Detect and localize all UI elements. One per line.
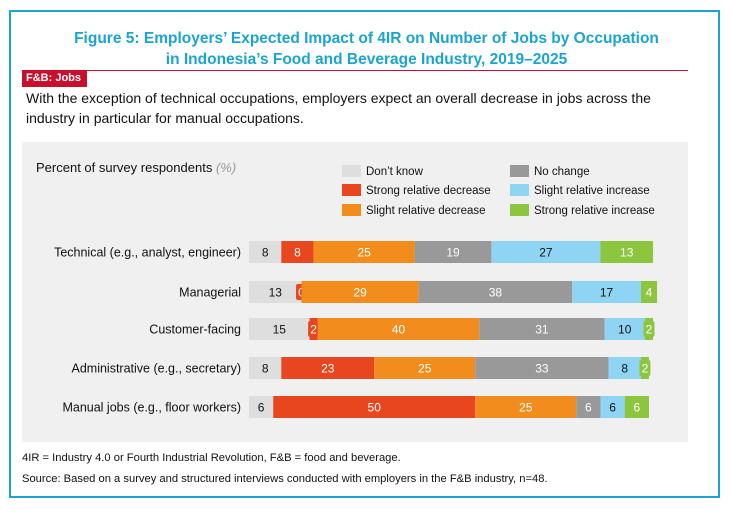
data-label-box — [308, 321, 320, 337]
category-label-administrative-e-g-secretary: Administrative (e.g., secretary) — [72, 362, 242, 376]
data-label-manual-jobs-e-g-floor-workers-strong-relative-decrease: 50 — [368, 401, 382, 415]
data-label-customer-facing-strong-relative-decrease: 2 — [310, 323, 317, 337]
bar-segment-technical-e-g-analyst-engineer-dont-know — [249, 241, 282, 263]
legend-item-no-change: No change — [510, 165, 590, 179]
data-label-administrative-e-g-secretary-no-change: 33 — [535, 362, 549, 376]
legend-swatch — [342, 204, 361, 216]
bar-segment-managerial-slight-relative-decrease — [301, 281, 419, 303]
data-label-customer-facing-strong-relative-increase: 2 — [646, 323, 653, 337]
data-label-technical-e-g-analyst-engineer-strong-relative-increase: 13 — [620, 246, 634, 260]
bar-segment-administrative-e-g-secretary-dont-know — [249, 357, 282, 379]
data-label-box — [643, 321, 655, 337]
bar-segment-administrative-e-g-secretary-slight-relative-increase — [608, 357, 641, 379]
data-label-managerial-no-change: 38 — [489, 286, 503, 300]
legend-label: Strong relative decrease — [366, 185, 491, 197]
data-label-administrative-e-g-secretary-strong-relative-increase: 2 — [642, 362, 649, 376]
figure-title-line-1: Figure 5: Employers’ Expected Impact of … — [74, 30, 659, 47]
data-label-manual-jobs-e-g-floor-workers-strong-relative-increase: 6 — [633, 401, 640, 415]
legend-label: Strong relative increase — [534, 205, 655, 217]
bar-segment-manual-jobs-e-g-floor-workers-slight-relative-increase — [600, 396, 625, 418]
axis-label-text: Percent of survey respondents — [36, 160, 213, 175]
legend-item-dont-know: Don’t know — [342, 165, 423, 179]
bar-segment-technical-e-g-analyst-engineer-strong-relative-decrease — [281, 241, 314, 263]
bar-segment-managerial-slight-relative-increase — [572, 281, 641, 303]
category-label-manual-jobs-e-g-floor-workers: Manual jobs (e.g., floor workers) — [62, 401, 241, 415]
data-label-managerial-slight-relative-increase: 17 — [600, 286, 614, 300]
data-label-manual-jobs-e-g-floor-workers-dont-know: 6 — [258, 401, 265, 415]
bar-segment-technical-e-g-analyst-engineer-slight-relative-increase — [491, 241, 601, 263]
data-label-administrative-e-g-secretary-slight-relative-increase: 8 — [621, 362, 628, 376]
legend-label: Don’t know — [366, 166, 423, 178]
data-label-technical-e-g-analyst-engineer-dont-know: 8 — [262, 246, 269, 260]
legend-label: No change — [534, 166, 590, 178]
footnote: 4IR = Industry 4.0 or Fourth Industrial … — [22, 452, 401, 464]
axis-label-unit: (%) — [215, 160, 237, 175]
category-label-customer-facing: Customer-facing — [149, 323, 241, 337]
section-tag-bar: F&B: Jobs — [22, 70, 688, 88]
figure-title-line-2: in Indonesia’s Food and Beverage Industr… — [165, 51, 568, 68]
bar-segment-manual-jobs-e-g-floor-workers-dont-know — [249, 396, 274, 418]
legend-label: Slight relative increase — [534, 185, 650, 197]
axis-label: Percent of survey respondents (%) — [36, 160, 236, 175]
data-label-managerial-strong-relative-increase: 4 — [646, 286, 653, 300]
figure-title: Figure 5: Employers’ Expected Impact of … — [11, 28, 722, 70]
bar-segment-technical-e-g-analyst-engineer-slight-relative-decrease — [313, 241, 415, 263]
data-label-managerial-slight-relative-decrease: 29 — [353, 286, 367, 300]
bar-segment-administrative-e-g-secretary-strong-relative-decrease — [281, 357, 375, 379]
data-label-managerial-dont-know: 13 — [269, 286, 283, 300]
data-label-administrative-e-g-secretary-dont-know: 8 — [262, 362, 269, 376]
data-label-manual-jobs-e-g-floor-workers-slight-relative-decrease: 25 — [519, 401, 533, 415]
data-label-technical-e-g-analyst-engineer-strong-relative-decrease: 8 — [294, 246, 301, 260]
legend-swatch — [510, 204, 529, 216]
legend-item-slight-relative-decrease: Slight relative decrease — [342, 204, 486, 218]
bar-segment-customer-facing-no-change — [479, 318, 605, 340]
bar-segment-managerial-dont-know — [249, 281, 302, 303]
legend-swatch — [510, 165, 529, 177]
data-label-administrative-e-g-secretary-strong-relative-decrease: 23 — [321, 362, 335, 376]
data-label-customer-facing-no-change: 31 — [535, 323, 549, 337]
bar-segment-customer-facing-dont-know — [249, 318, 310, 340]
bar-segment-manual-jobs-e-g-floor-workers-strong-relative-decrease — [273, 396, 476, 418]
figure-subtitle: With the exception of technical occupati… — [26, 90, 651, 126]
data-label-manual-jobs-e-g-floor-workers-slight-relative-increase: 6 — [609, 401, 616, 415]
data-label-manual-jobs-e-g-floor-workers-no-change: 6 — [585, 401, 592, 415]
data-label-customer-facing-slight-relative-decrease: 40 — [392, 323, 406, 337]
bar-segment-manual-jobs-e-g-floor-workers-no-change — [576, 396, 601, 418]
data-label-technical-e-g-analyst-engineer-slight-relative-increase: 27 — [539, 246, 553, 260]
bar-segment-managerial-strong-relative-increase — [640, 281, 658, 303]
legend-label: Slight relative decrease — [366, 205, 486, 217]
bar-segment-managerial-no-change — [418, 281, 573, 303]
source-note: Source: Based on a survey and structured… — [22, 473, 548, 485]
category-label-technical-e-g-analyst-engineer: Technical (e.g., analyst, engineer) — [54, 246, 241, 260]
data-label-technical-e-g-analyst-engineer-no-change: 19 — [446, 246, 460, 260]
legend-item-slight-relative-increase: Slight relative increase — [510, 184, 650, 198]
legend-swatch — [342, 184, 361, 196]
bar-segment-administrative-e-g-secretary-no-change — [475, 357, 609, 379]
bar-segment-customer-facing-slight-relative-decrease — [317, 318, 480, 340]
stacked-bar-chart: Technical (e.g., analyst, engineer) 8 8 25 1… — [54, 241, 658, 418]
data-label-administrative-e-g-secretary-slight-relative-decrease: 25 — [418, 362, 432, 376]
bar-segment-customer-facing-slight-relative-increase — [604, 318, 645, 340]
legend-swatch — [510, 184, 529, 196]
data-label-technical-e-g-analyst-engineer-slight-relative-decrease: 25 — [357, 246, 371, 260]
data-label-customer-facing-slight-relative-increase: 10 — [618, 323, 632, 337]
bar-segment-administrative-e-g-secretary-slight-relative-decrease — [374, 357, 476, 379]
bar-segment-technical-e-g-analyst-engineer-strong-relative-increase — [600, 241, 653, 263]
data-label-customer-facing-dont-know: 15 — [273, 323, 287, 337]
bar-segment-manual-jobs-e-g-floor-workers-strong-relative-increase — [624, 396, 649, 418]
bar-segment-technical-e-g-analyst-engineer-no-change — [414, 241, 492, 263]
section-tag: F&B: Jobs — [22, 71, 87, 87]
bar-segment-manual-jobs-e-g-floor-workers-slight-relative-decrease — [475, 396, 577, 418]
category-label-managerial: Managerial — [179, 286, 241, 300]
chart-panel: Percent of survey respondents (%) Don’t … — [22, 142, 688, 442]
data-label-box — [639, 360, 651, 376]
legend-item-strong-relative-decrease: Strong relative decrease — [342, 184, 491, 198]
legend-swatch — [342, 165, 361, 177]
legend-item-strong-relative-increase: Strong relative increase — [510, 204, 655, 218]
